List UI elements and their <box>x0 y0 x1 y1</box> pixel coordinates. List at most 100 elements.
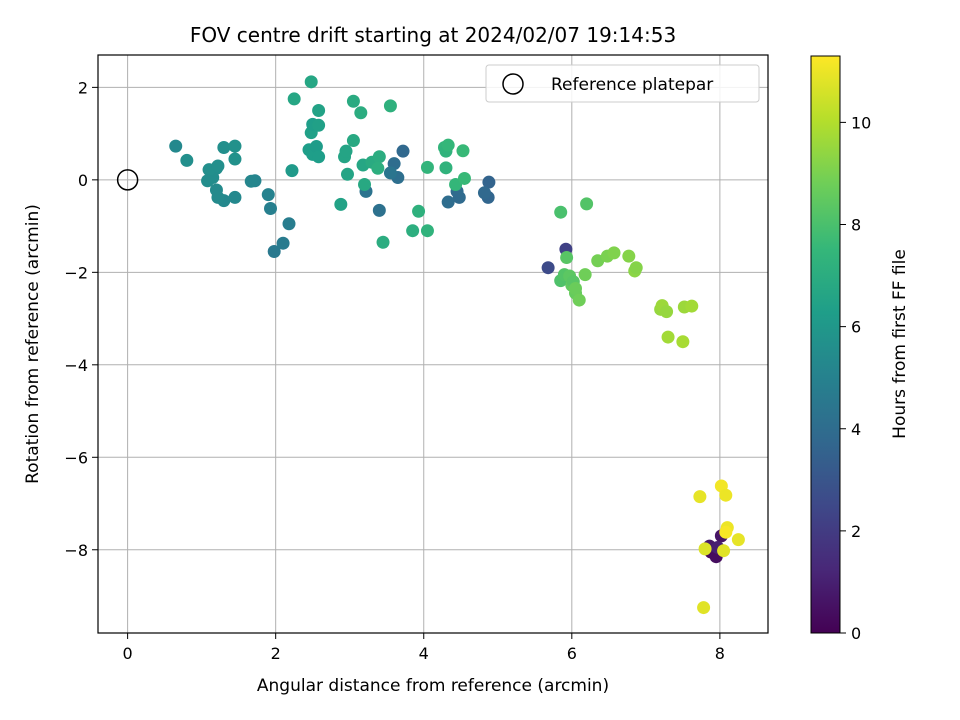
data-point <box>287 92 301 106</box>
data-point <box>719 525 733 539</box>
data-point <box>731 533 745 547</box>
colorbar-label: Hours from first FF file <box>890 249 910 439</box>
data-point <box>285 164 299 178</box>
data-point <box>372 203 386 217</box>
x-axis-label: Angular distance from reference (arcmin) <box>257 676 609 696</box>
y-axis-ticks: 2 0 −2 −4 −6 −8 <box>64 78 98 560</box>
colorbar-tick-label: 10 <box>851 113 871 132</box>
data-point <box>209 183 223 197</box>
data-point <box>340 167 354 181</box>
data-point <box>629 261 643 275</box>
data-point <box>578 268 592 282</box>
data-point <box>312 118 326 132</box>
data-point <box>572 293 586 307</box>
data-point <box>346 94 360 108</box>
data-point <box>383 99 397 113</box>
y-tick-label: −2 <box>64 263 88 282</box>
data-point <box>420 160 434 174</box>
data-point <box>693 490 707 504</box>
data-point <box>580 197 594 211</box>
data-point <box>346 134 360 148</box>
y-tick-label: −8 <box>64 541 88 560</box>
data-point <box>541 261 555 275</box>
colorbar-gradient <box>810 55 841 634</box>
data-point <box>312 103 326 117</box>
colorbar-tick-label: 6 <box>851 318 861 337</box>
data-point <box>698 542 712 556</box>
x-tick-label: 2 <box>271 644 281 663</box>
data-point <box>267 245 281 259</box>
y-axis-label: Rotation from reference (arcmin) <box>23 204 43 484</box>
colorbar-tick-label: 4 <box>851 420 861 439</box>
colorbar: 0 2 4 6 8 10 Hours from first FF file <box>810 55 910 643</box>
data-point <box>560 251 574 265</box>
data-point <box>477 186 491 200</box>
data-point <box>719 488 733 502</box>
data-point <box>554 205 568 219</box>
data-point <box>217 140 231 154</box>
data-point <box>383 166 397 180</box>
y-tick-label: 0 <box>78 171 88 190</box>
data-point <box>661 330 675 344</box>
legend-box <box>485 64 760 103</box>
data-point <box>376 235 390 249</box>
data-point <box>228 190 242 204</box>
data-point <box>441 195 455 209</box>
data-point <box>261 188 275 202</box>
data-point <box>228 139 242 153</box>
grid-lines <box>98 55 768 633</box>
colorbar-ticks: 0 2 4 6 8 10 <box>840 113 871 643</box>
data-point <box>371 161 385 175</box>
data-point <box>685 299 699 313</box>
colorbar-tick-label: 8 <box>851 216 861 235</box>
data-point <box>334 197 348 211</box>
data-point <box>457 171 471 185</box>
data-point <box>697 601 711 615</box>
x-tick-label: 6 <box>567 644 577 663</box>
data-point <box>354 106 368 120</box>
y-tick-label: −6 <box>64 448 88 467</box>
data-point <box>439 161 453 175</box>
data-point <box>304 75 318 89</box>
y-tick-label: 2 <box>78 78 88 97</box>
colorbar-tick-label: 2 <box>851 522 861 541</box>
data-point <box>660 305 674 319</box>
data-point <box>482 175 496 189</box>
data-point <box>180 153 194 167</box>
data-point <box>276 236 290 250</box>
data-point <box>372 150 386 164</box>
data-point <box>412 204 426 218</box>
data-point <box>282 217 296 231</box>
reference-platepar-marker <box>116 169 139 191</box>
x-tick-label: 4 <box>419 644 429 663</box>
legend-label: Reference platepar <box>551 75 713 95</box>
data-point <box>420 224 434 238</box>
data-point <box>607 246 621 260</box>
x-tick-label: 0 <box>123 644 133 663</box>
data-point <box>201 174 215 188</box>
legend-open-circle-icon <box>502 73 524 95</box>
data-point <box>717 544 731 558</box>
chart-title: FOV centre drift starting at 2024/02/07 … <box>190 23 676 47</box>
data-point <box>456 144 470 158</box>
data-point <box>244 174 258 188</box>
colorbar-tick-label: 0 <box>851 624 861 643</box>
data-point <box>676 335 690 349</box>
legend: Reference platepar <box>485 64 760 103</box>
data-point <box>396 144 410 158</box>
x-tick-label: 8 <box>715 644 725 663</box>
data-point <box>441 138 455 152</box>
data-point <box>169 139 183 153</box>
data-point <box>211 159 225 173</box>
data-point <box>312 150 326 164</box>
data-point <box>263 202 277 216</box>
y-tick-label: −4 <box>64 356 88 375</box>
data-point <box>339 144 353 158</box>
data-point <box>622 249 636 263</box>
plot-frame <box>97 54 769 634</box>
data-points <box>169 75 745 615</box>
data-point <box>358 177 372 191</box>
x-axis-ticks: 0 2 4 6 8 <box>123 633 725 663</box>
data-point <box>406 224 420 238</box>
